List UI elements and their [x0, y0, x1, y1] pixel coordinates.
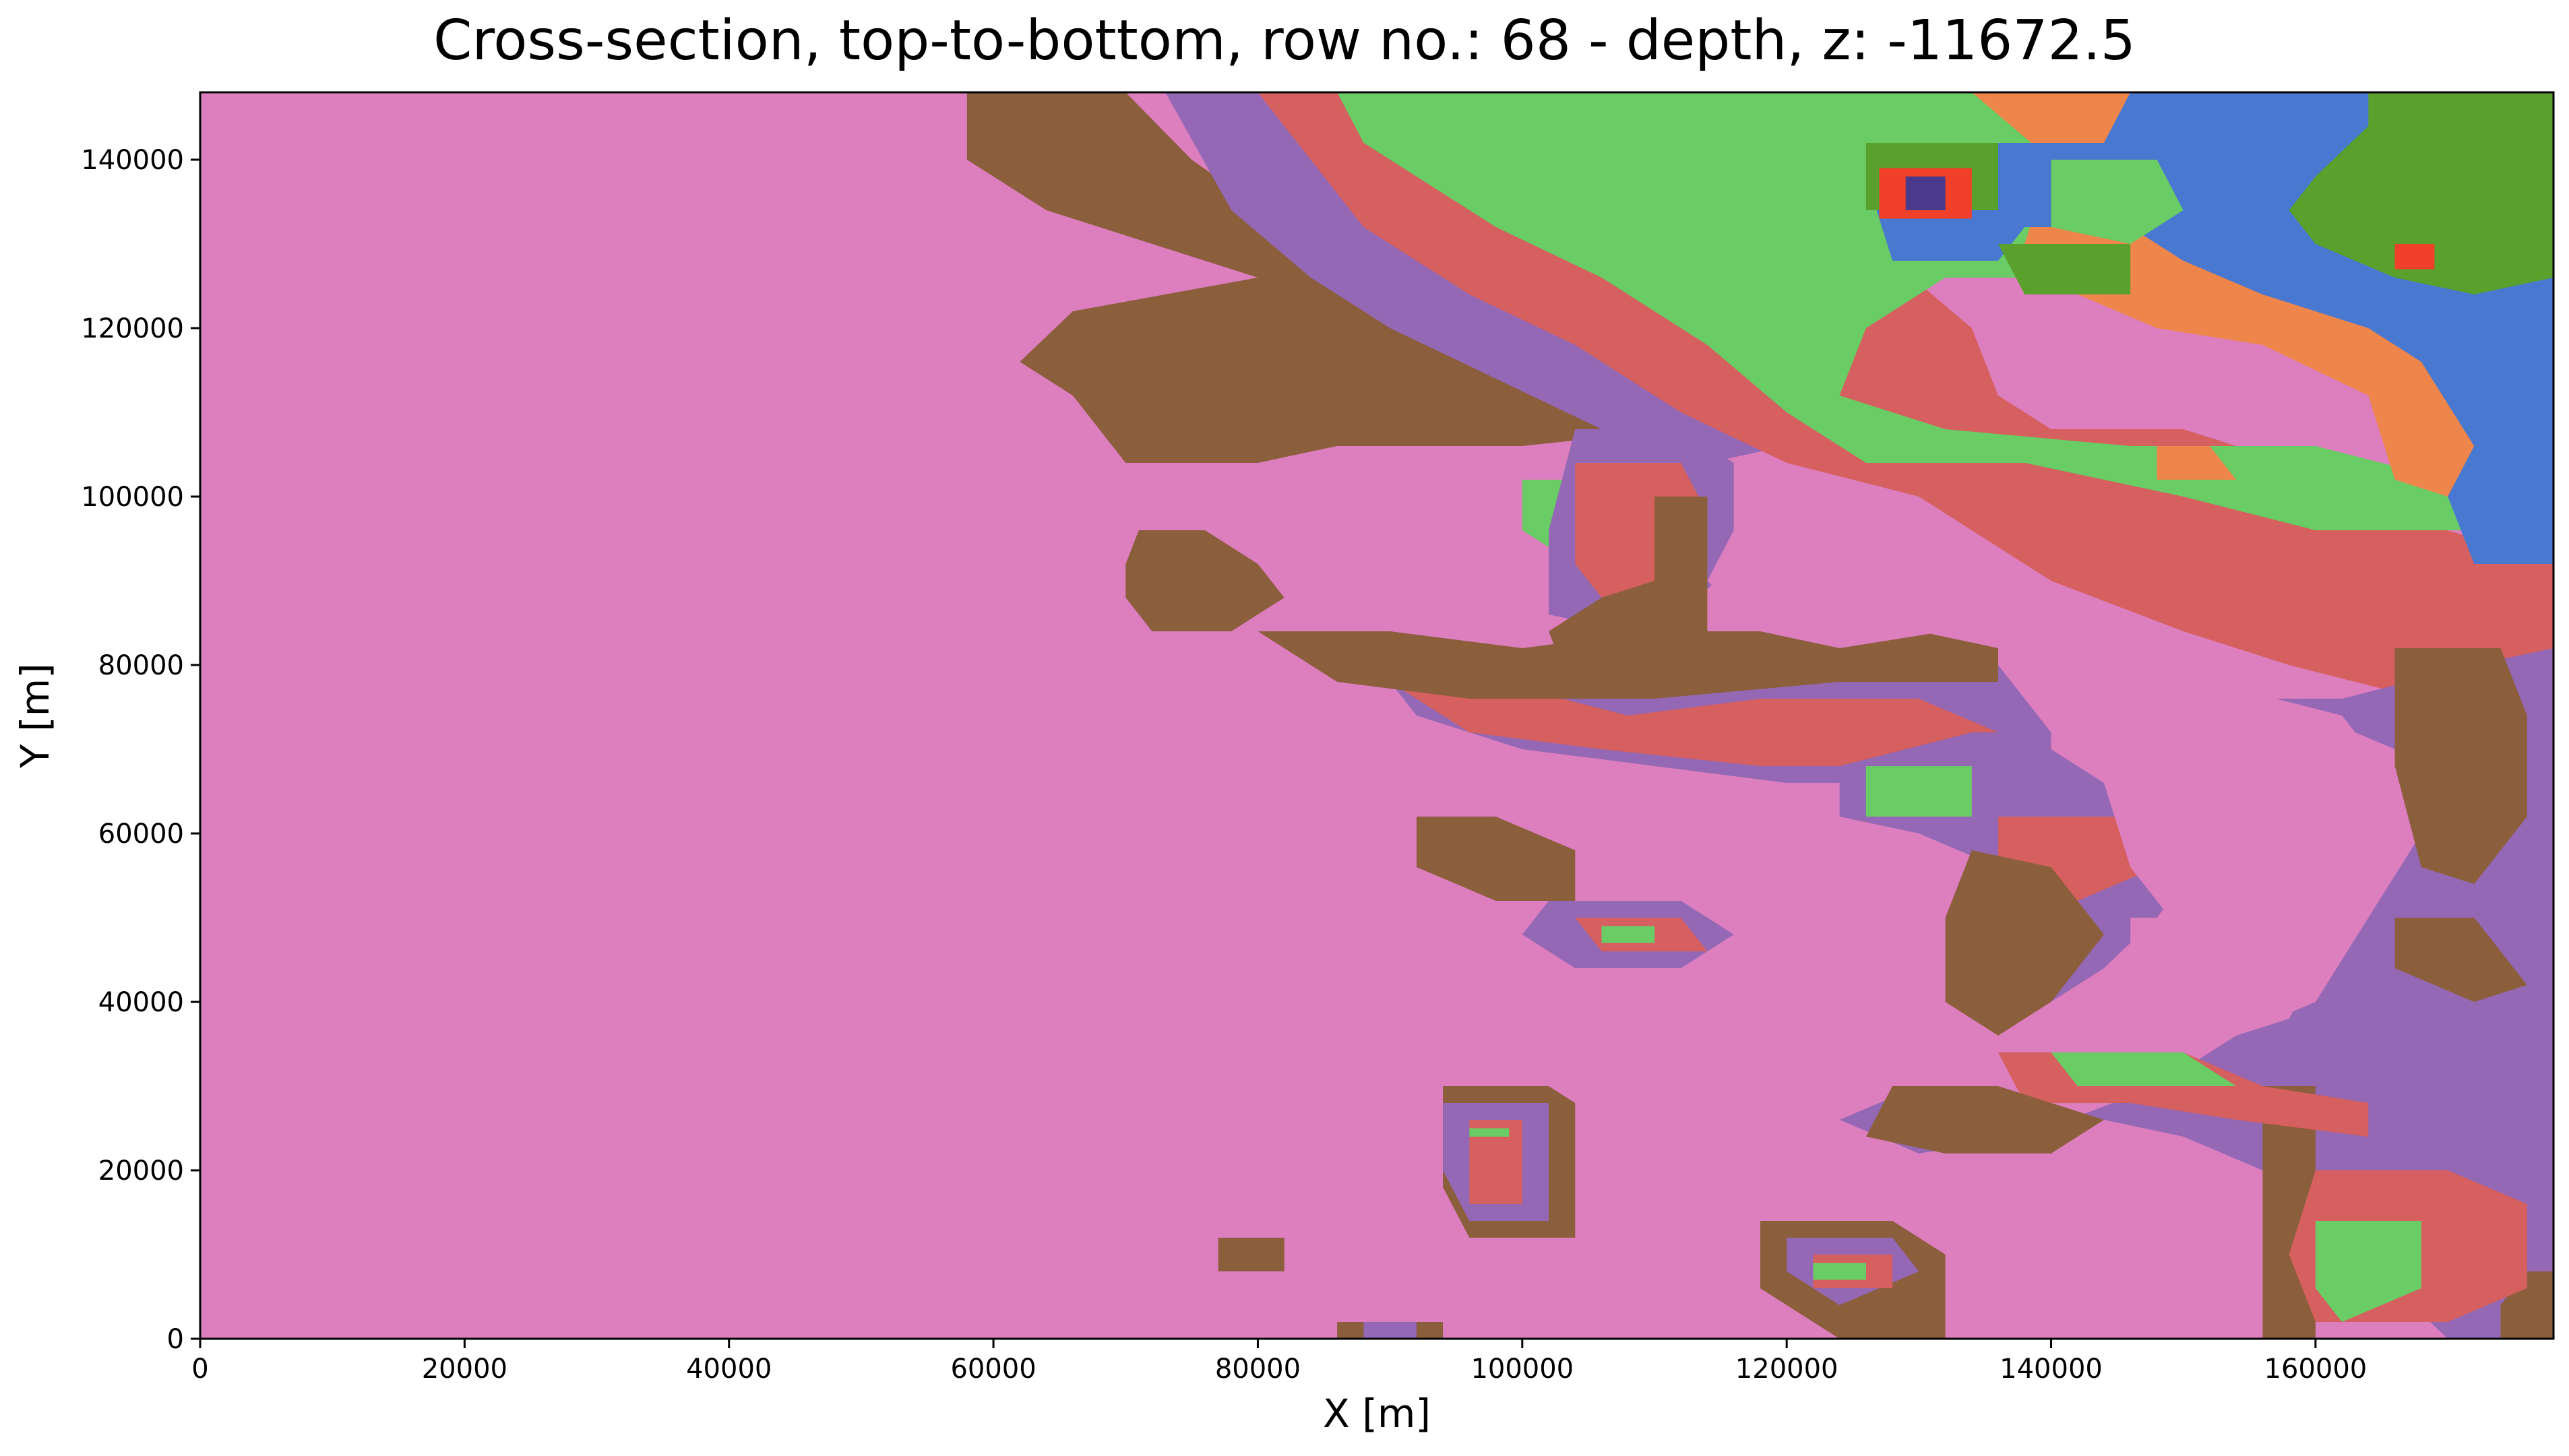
light-green-unit-region — [1865, 766, 1972, 817]
light-green-unit-region — [2051, 160, 2184, 244]
brown-unit-region — [2394, 918, 2527, 1002]
x-tick-label: 60000 — [950, 1354, 1036, 1385]
geologic-units — [966, 92, 2553, 1339]
y-tick-label: 40000 — [98, 987, 184, 1018]
y-tick-label: 100000 — [81, 482, 184, 513]
red-unit-region — [1469, 1120, 1522, 1204]
pink-unit-region — [2130, 918, 2316, 1052]
light-green-unit-region — [2315, 1221, 2421, 1322]
brown-unit-region — [2394, 648, 2527, 884]
x-tick-label: 80000 — [1215, 1354, 1301, 1385]
brown-unit-region — [2500, 1271, 2553, 1339]
x-tick-label: 160000 — [2264, 1354, 2367, 1385]
x-axis-ticks: 0 20000 40000 60000 80000 100000 120000 140000 1… — [191, 1339, 2367, 1385]
y-tick-label: 80000 — [98, 650, 184, 681]
orange-unit-region — [2157, 446, 2237, 480]
brown-unit-region — [1416, 817, 1576, 901]
x-axis-label: X [m] — [1323, 1391, 1431, 1436]
red-unit-region — [1390, 682, 1998, 766]
light-green-unit-region — [1469, 1128, 1510, 1137]
x-tick-label: 0 — [191, 1354, 208, 1385]
y-tick-label: 0 — [167, 1324, 184, 1355]
dark-purple-unit-region — [1905, 177, 1946, 210]
y-tick-label: 60000 — [98, 819, 184, 850]
y-tick-label: 120000 — [81, 313, 184, 344]
brown-unit-region — [1258, 631, 1998, 699]
purple-unit-region — [1839, 648, 2553, 1339]
light-green-unit-region — [1601, 926, 1654, 943]
light-green-unit-region — [1337, 92, 2475, 530]
light-green-unit-region — [1813, 1263, 1866, 1280]
light-green-unit-region — [2051, 1052, 2237, 1086]
x-tick-label: 20000 — [422, 1354, 507, 1385]
y-tick-label: 140000 — [81, 145, 184, 176]
brown-unit-region — [1945, 850, 2104, 1036]
pink-unit-region — [2051, 682, 2395, 935]
x-tick-label: 120000 — [1735, 1354, 1838, 1385]
y-axis-ticks: 0 20000 40000 60000 80000 100000 120000 140000 — [81, 145, 200, 1355]
brown-unit-region — [1218, 1238, 1284, 1271]
brown-unit-region — [1865, 1086, 2104, 1153]
x-tick-label: 100000 — [1471, 1354, 1574, 1385]
bright-red-unit-region — [2394, 244, 2435, 270]
x-tick-label: 140000 — [2000, 1354, 2103, 1385]
chart-title: Cross-section, top-to-bottom, row no.: 6… — [433, 9, 2136, 73]
y-axis-label: Y [m] — [12, 663, 58, 769]
dark-green-unit-region — [1998, 244, 2131, 294]
y-tick-label: 20000 — [98, 1156, 184, 1186]
pink-unit-region — [1707, 530, 1946, 648]
brown-unit-region — [1125, 530, 1284, 631]
purple-unit-region — [1363, 1322, 1417, 1339]
dark-green-unit-region — [2289, 92, 2553, 294]
x-tick-label: 40000 — [686, 1354, 772, 1385]
plot-frame — [199, 91, 2555, 1340]
